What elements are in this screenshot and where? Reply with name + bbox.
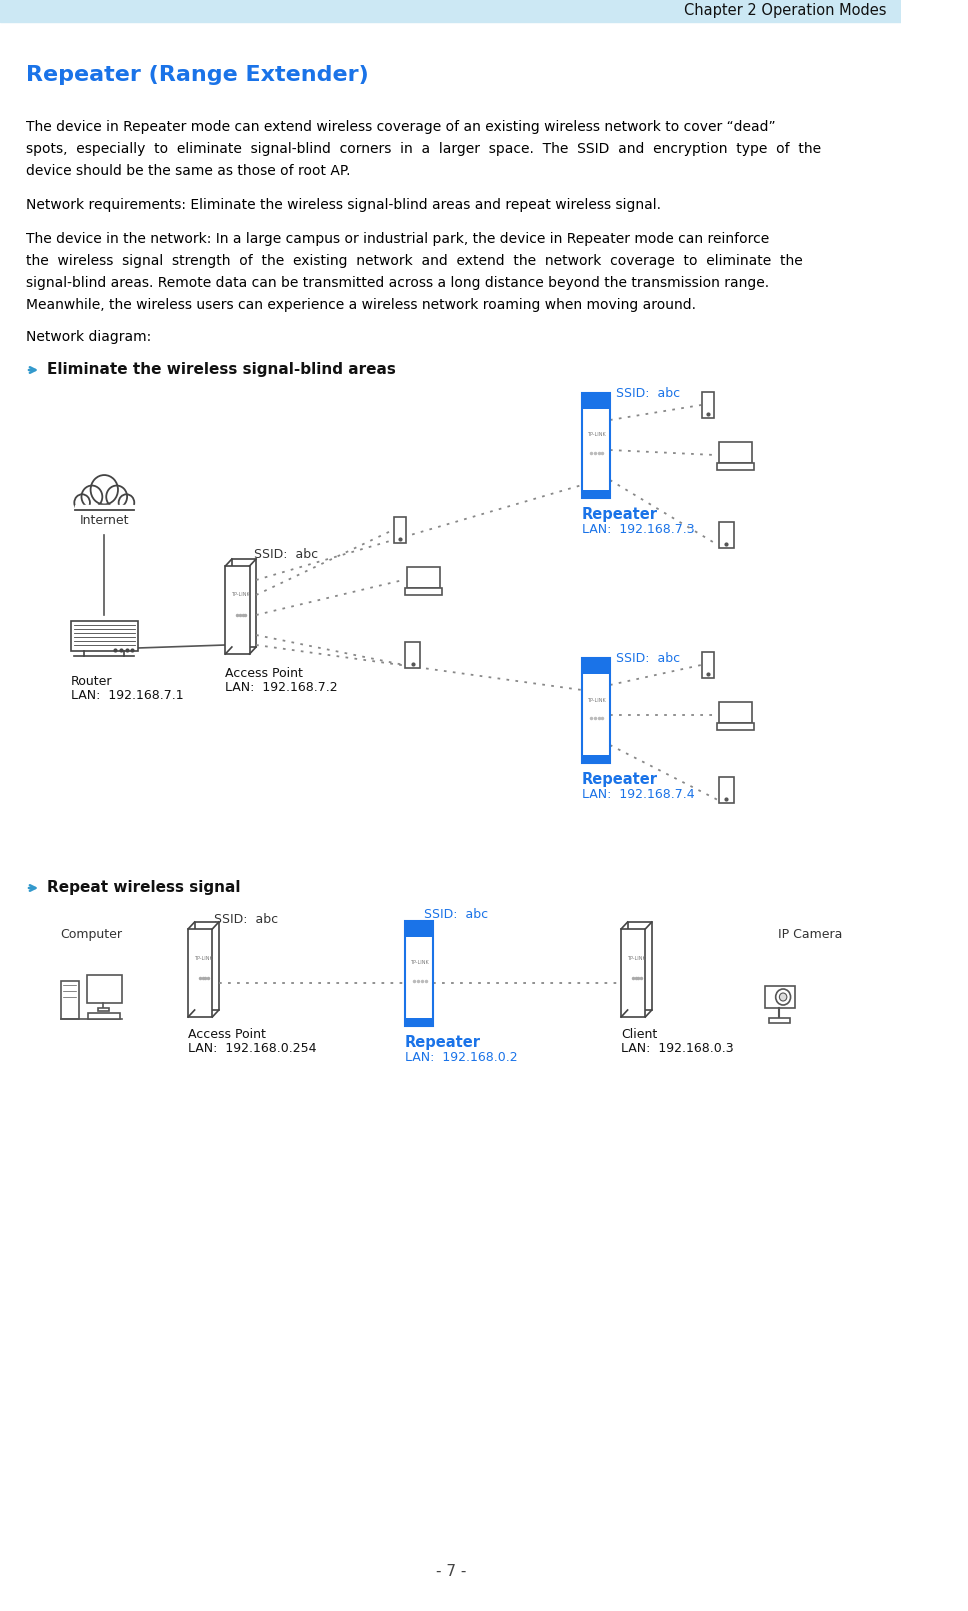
Bar: [88, 1013, 120, 1020]
Bar: [405, 920, 433, 1026]
Text: spots,  especially  to  eliminate  signal-blind  corners  in  a  larger  space. : spots, especially to eliminate signal-bl…: [26, 142, 821, 156]
Text: IP Camera: IP Camera: [777, 928, 842, 941]
Text: LAN:  192.168.7.4: LAN: 192.168.7.4: [582, 788, 695, 801]
Text: LAN:  192.168.7.3: LAN: 192.168.7.3: [582, 524, 695, 536]
Text: Repeater: Repeater: [582, 772, 658, 788]
Circle shape: [106, 485, 127, 507]
Bar: [582, 754, 610, 762]
Bar: [719, 702, 752, 723]
Text: SSID:  abc: SSID: abc: [424, 909, 488, 921]
Bar: [394, 517, 407, 543]
Text: Chapter 2 Operation Modes: Chapter 2 Operation Modes: [684, 3, 887, 18]
Bar: [582, 490, 610, 498]
Bar: [717, 723, 754, 730]
Text: TP-LINK: TP-LINK: [587, 432, 605, 438]
Text: Access Point: Access Point: [226, 667, 303, 680]
Bar: [195, 921, 219, 1010]
Text: TP-LINK: TP-LINK: [587, 698, 605, 702]
Bar: [621, 930, 646, 1017]
Bar: [0, 0, 901, 23]
Bar: [405, 1018, 433, 1026]
Bar: [98, 1008, 109, 1012]
Text: Access Point: Access Point: [188, 1028, 266, 1041]
Bar: [582, 657, 610, 673]
Bar: [627, 921, 651, 1010]
Text: Network diagram:: Network diagram:: [26, 330, 151, 345]
Bar: [766, 986, 796, 1008]
Bar: [86, 975, 122, 1004]
Text: TP-LINK: TP-LINK: [195, 955, 213, 960]
Text: Repeater: Repeater: [405, 1034, 481, 1050]
Bar: [719, 522, 734, 548]
Bar: [719, 441, 752, 462]
Text: Network requirements: Eliminate the wireless signal-blind areas and repeat wirel: Network requirements: Eliminate the wire…: [26, 198, 661, 213]
Text: Eliminate the wireless signal-blind areas: Eliminate the wireless signal-blind area…: [46, 362, 396, 377]
Bar: [405, 588, 442, 594]
Bar: [405, 920, 433, 936]
Circle shape: [75, 495, 90, 511]
Text: SSID:  abc: SSID: abc: [617, 387, 681, 400]
Bar: [702, 391, 713, 417]
Text: LAN:  192.168.0.2: LAN: 192.168.0.2: [405, 1050, 518, 1063]
Text: Repeat wireless signal: Repeat wireless signal: [46, 880, 240, 896]
Text: Computer: Computer: [61, 928, 123, 941]
Text: - 7 -: - 7 -: [436, 1564, 466, 1579]
Text: LAN:  192.168.7.1: LAN: 192.168.7.1: [71, 690, 183, 702]
Bar: [719, 777, 734, 802]
Text: LAN:  192.168.7.2: LAN: 192.168.7.2: [226, 681, 338, 694]
Circle shape: [779, 992, 787, 1000]
Circle shape: [775, 989, 791, 1005]
Text: TP-LINK: TP-LINK: [409, 960, 429, 965]
Bar: [702, 652, 713, 678]
Text: TP-LINK: TP-LINK: [627, 955, 646, 960]
Bar: [71, 620, 137, 651]
Bar: [75, 504, 134, 514]
Bar: [717, 462, 754, 470]
Text: device should be the same as those of root AP.: device should be the same as those of ro…: [26, 164, 350, 177]
Text: The device in the network: In a large campus or industrial park, the device in R: The device in the network: In a large ca…: [26, 232, 770, 246]
Bar: [582, 657, 610, 762]
Text: Meanwhile, the wireless users can experience a wireless network roaming when mov: Meanwhile, the wireless users can experi…: [26, 298, 696, 313]
Bar: [407, 567, 440, 588]
Bar: [188, 930, 212, 1017]
Circle shape: [91, 475, 118, 504]
Text: signal-blind areas. Remote data can be transmitted across a long distance beyond: signal-blind areas. Remote data can be t…: [26, 275, 770, 290]
Bar: [61, 981, 79, 1020]
Text: SSID:  abc: SSID: abc: [255, 548, 318, 561]
Text: the  wireless  signal  strength  of  the  existing  network  and  extend  the  n: the wireless signal strength of the exis…: [26, 255, 802, 267]
Text: Internet: Internet: [79, 514, 129, 527]
Text: Client: Client: [621, 1028, 657, 1041]
Text: Router: Router: [71, 675, 112, 688]
Circle shape: [81, 485, 103, 507]
Text: SSID:  abc: SSID: abc: [214, 913, 278, 926]
Text: Repeater (Range Extender): Repeater (Range Extender): [26, 64, 369, 85]
Text: Repeater: Repeater: [582, 507, 658, 522]
Text: The device in Repeater mode can extend wireless coverage of an existing wireless: The device in Repeater mode can extend w…: [26, 119, 775, 134]
Text: LAN:  192.168.0.254: LAN: 192.168.0.254: [188, 1042, 317, 1055]
Bar: [582, 393, 610, 498]
Bar: [405, 643, 420, 669]
Bar: [226, 565, 250, 654]
Text: SSID:  abc: SSID: abc: [617, 652, 681, 665]
Bar: [232, 559, 257, 648]
Text: LAN:  192.168.0.3: LAN: 192.168.0.3: [621, 1042, 734, 1055]
Bar: [582, 393, 610, 409]
Circle shape: [119, 495, 135, 511]
Bar: [770, 1018, 790, 1023]
Text: TP-LINK: TP-LINK: [231, 593, 250, 598]
